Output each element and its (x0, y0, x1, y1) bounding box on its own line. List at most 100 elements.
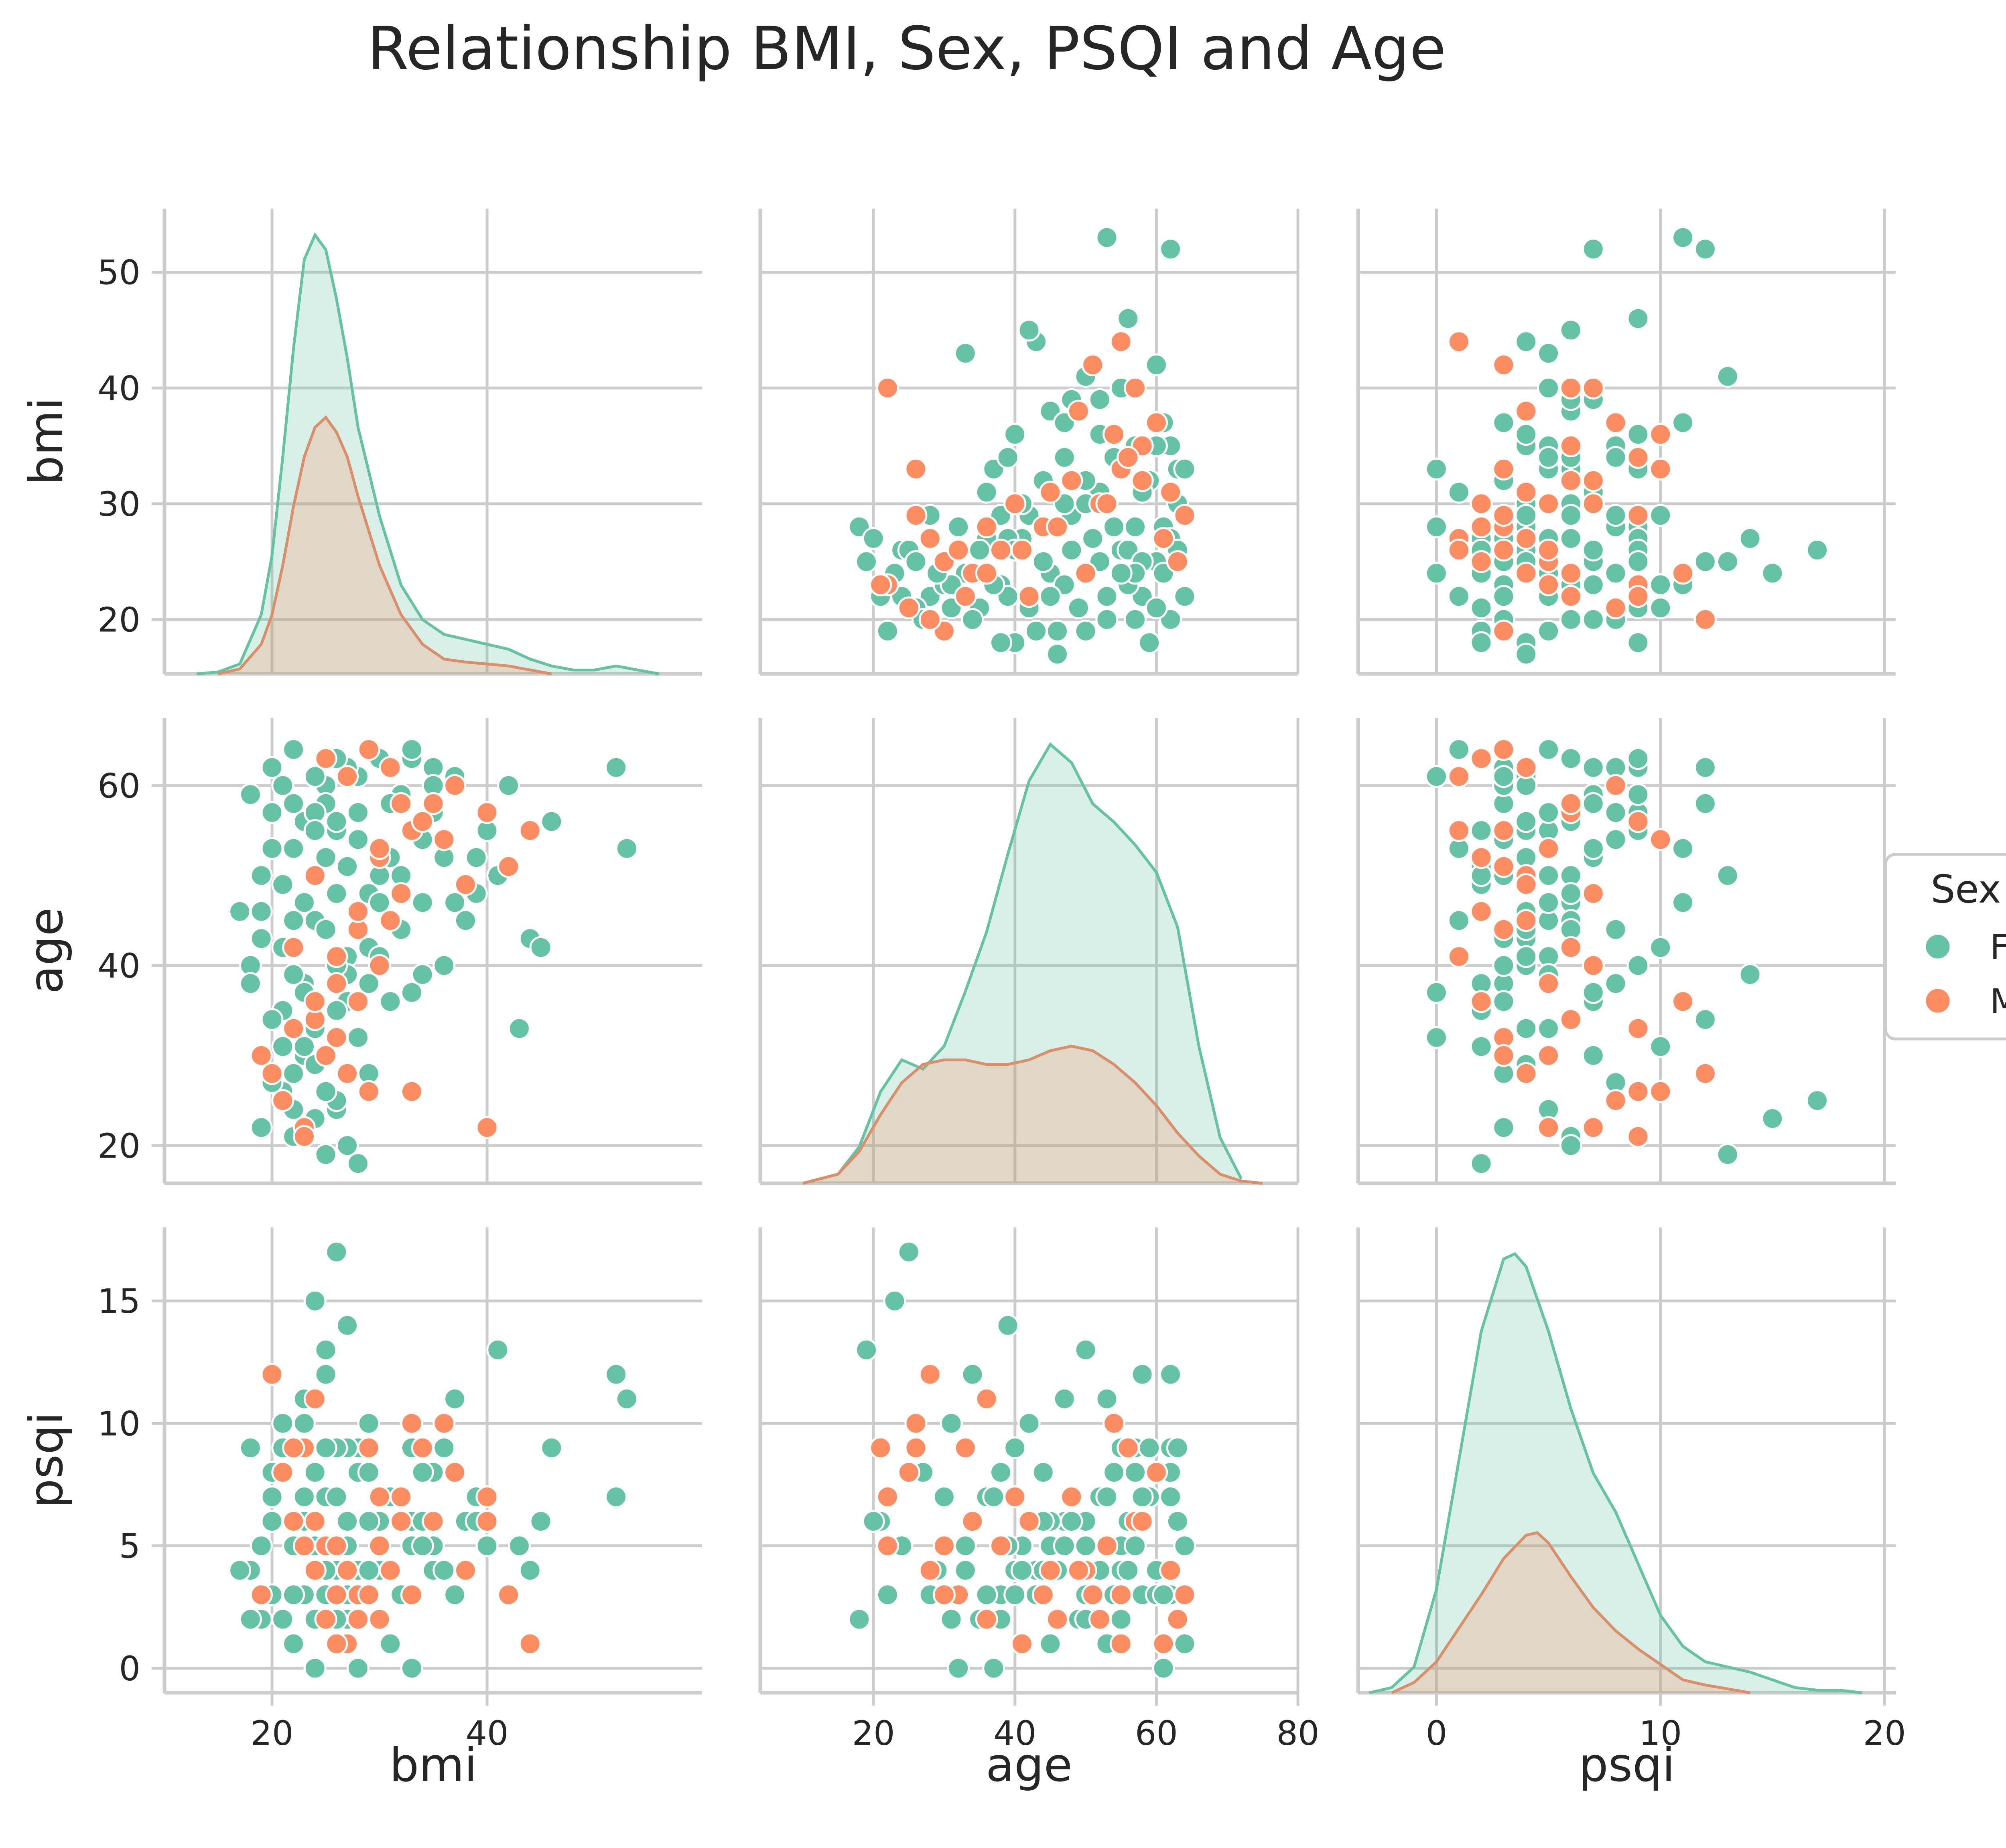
scatter-point (932, 1534, 956, 1558)
scatter-point (1559, 792, 1582, 815)
scatter-point (1492, 504, 1515, 527)
scatter-point (357, 1510, 380, 1533)
scatter-point (250, 1583, 273, 1607)
scatter-point (1649, 828, 1672, 851)
scatter-point (1447, 765, 1470, 788)
scatter-point (239, 972, 262, 995)
scatter-point (260, 1008, 284, 1031)
panel-bmi-age (758, 209, 1299, 676)
scatter-point (1649, 936, 1672, 959)
scatter-point (1559, 585, 1582, 608)
scatter-point (271, 1035, 294, 1058)
scatter-point (848, 1608, 871, 1631)
scatter-point (876, 1534, 899, 1558)
scatter-point (1582, 608, 1605, 631)
scatter-point (1031, 550, 1055, 573)
scatter-point (1124, 608, 1147, 631)
scatter-point (1095, 226, 1119, 249)
scatter-point (1559, 318, 1582, 342)
scatter-point (475, 801, 499, 824)
scatter-point (1095, 492, 1119, 515)
scatter-point (1492, 411, 1515, 434)
scatter-point (1124, 1534, 1147, 1558)
scatter-point (1109, 1632, 1133, 1655)
scatter-point (876, 1485, 899, 1509)
scatter-point (346, 900, 370, 923)
scatter-point (1649, 457, 1672, 481)
scatter-point (1102, 515, 1126, 538)
scatter-point (1604, 774, 1627, 797)
scatter-point (314, 918, 337, 941)
scatter-point (303, 990, 327, 1013)
scatter-point (475, 1510, 499, 1533)
scatter-point (292, 1412, 316, 1435)
scatter-point (411, 963, 434, 986)
scatter-point (1492, 457, 1515, 481)
scatter-point (975, 1608, 998, 1631)
scatter-point (1010, 1559, 1033, 1582)
scatter-point (1582, 756, 1605, 779)
scatter-point (1425, 981, 1448, 1004)
scatter-point (1559, 434, 1582, 457)
kde-line-m (218, 415, 552, 676)
scatter-point (508, 1017, 531, 1040)
scatter-point (876, 1583, 899, 1607)
scatter-point (282, 1632, 305, 1655)
scatter-point (422, 792, 445, 815)
scatter-point (1738, 963, 1762, 986)
scatter-point (1031, 1583, 1055, 1607)
scatter-point (314, 1436, 337, 1459)
x-axis-label-psqi: psqi (1579, 1738, 1675, 1792)
scatter-point (1492, 765, 1515, 788)
scatter-point (1470, 596, 1493, 619)
scatter-point (432, 1436, 456, 1459)
scatter-point (1492, 538, 1515, 562)
scatter-point (1117, 1436, 1140, 1459)
scatter-point (1010, 1632, 1033, 1655)
scatter-point (605, 756, 628, 779)
scatter-point (271, 1608, 294, 1631)
scatter-point (443, 1387, 467, 1410)
scatter-point (1806, 538, 1829, 562)
scatter-point (1626, 423, 1650, 446)
scatter-point (1039, 1559, 1062, 1582)
scatter-point (411, 1461, 434, 1484)
scatter-point (1095, 1534, 1119, 1558)
scatter-point (961, 608, 984, 631)
scatter-point (1067, 1559, 1090, 1582)
scatter-point (1716, 864, 1739, 887)
scatter-point (1173, 504, 1196, 527)
kde-area-f (197, 235, 659, 674)
x-axis-label-age: age (986, 1738, 1072, 1792)
scatter-point (432, 1412, 456, 1435)
scatter-point (1425, 515, 1448, 538)
scatter-point (239, 1608, 262, 1631)
scatter-point (1088, 1608, 1111, 1631)
scatter-point (271, 1461, 294, 1484)
scatter-point (432, 954, 456, 977)
scatter-point (1470, 1152, 1493, 1175)
scatter-point (314, 1338, 337, 1361)
scatter-point (1067, 400, 1090, 423)
scatter-point (250, 1044, 273, 1067)
scatter-point (368, 954, 391, 977)
scatter-point (1515, 873, 1538, 896)
scatter-point (1017, 1510, 1041, 1533)
scatter-point (1470, 747, 1493, 770)
y-axis-labels: bmi age psqi (19, 398, 73, 1508)
scatter-point (1582, 237, 1605, 261)
scatter-point (1537, 972, 1560, 995)
legend-title: Sex (1931, 867, 2001, 912)
scatter-point (1117, 307, 1140, 330)
scatter-point (303, 1387, 327, 1410)
scatter-point (1515, 643, 1538, 666)
scatter-point (1515, 527, 1538, 550)
scatter-point (260, 1485, 284, 1509)
scatter-point (869, 573, 892, 596)
scatter-point (368, 1608, 391, 1631)
scatter-point (250, 927, 273, 950)
scatter-point (1010, 538, 1033, 562)
scatter-point (250, 1534, 273, 1558)
y-axis-label-psqi: psqi (19, 1412, 73, 1508)
scatter-point (346, 801, 370, 824)
